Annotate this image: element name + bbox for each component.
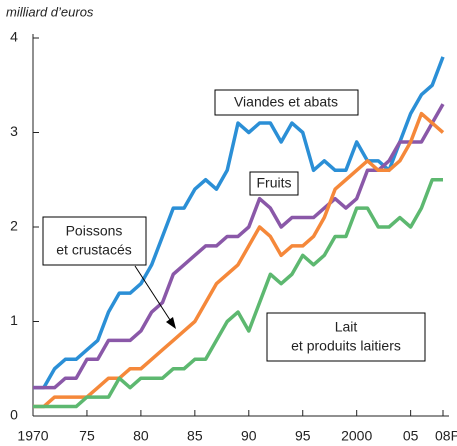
series-label: Fruits xyxy=(257,174,292,190)
y-tick-label: 3 xyxy=(10,123,18,139)
y-tick-label: 0 xyxy=(10,407,18,423)
series-label-line: Fruits xyxy=(257,174,292,190)
label-box xyxy=(214,89,359,116)
series-line xyxy=(33,56,445,390)
x-tick-label: 05 xyxy=(403,428,419,444)
x-tick-label: 08P xyxy=(435,428,457,444)
x-tick-label: 1970 xyxy=(17,428,48,444)
series-line xyxy=(33,111,445,409)
y-tick-label: 1 xyxy=(10,312,18,328)
x-tick-label: 90 xyxy=(241,428,257,444)
series-label-line: et crustacés xyxy=(56,241,131,257)
series-label: Poissons et crustacés xyxy=(56,222,131,257)
x-tick-label: 2000 xyxy=(341,428,372,444)
x-tick-label: 95 xyxy=(295,428,311,444)
x-tick-label: 75 xyxy=(79,428,95,444)
series-line xyxy=(33,178,443,409)
y-tick-label: 2 xyxy=(10,218,18,234)
series-label-line: Poissons xyxy=(66,222,123,238)
series-label-line: et produits laitiers xyxy=(291,337,401,353)
arrow-line xyxy=(134,265,173,324)
label-box xyxy=(249,171,299,196)
label-box xyxy=(266,312,426,362)
label-box xyxy=(42,216,147,266)
arrow-head xyxy=(166,317,176,329)
series-label: Lait et produits laitiers xyxy=(291,318,401,353)
x-tick-label: 80 xyxy=(133,428,149,444)
series-label-line: Lait xyxy=(335,318,358,334)
y-tick-label: 4 xyxy=(10,29,18,45)
series-label: Viandes et abats xyxy=(234,93,338,109)
series-line xyxy=(33,103,445,390)
x-tick-label: 85 xyxy=(187,428,203,444)
series-label-line: Viandes et abats xyxy=(234,93,338,109)
y-axis-label: milliard d’euros xyxy=(6,4,94,19)
